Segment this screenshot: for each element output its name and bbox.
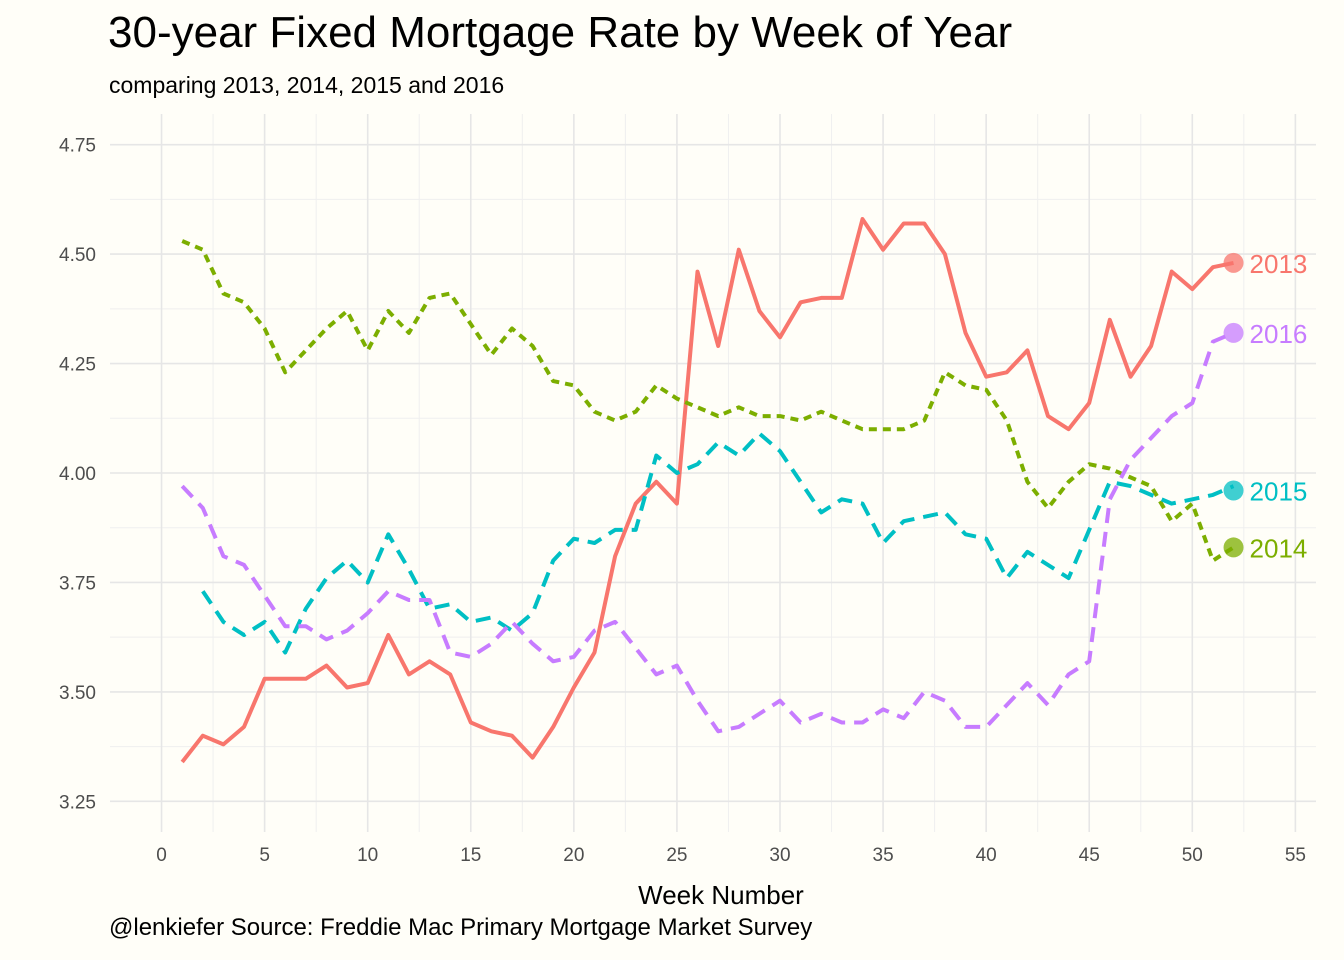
x-tick-label: 55 xyxy=(1285,845,1306,866)
series-end-label-2015: 2015 xyxy=(1250,477,1308,507)
series-end-point-2014 xyxy=(1223,537,1244,558)
x-tick-label: 15 xyxy=(460,845,481,866)
y-axis-ticks: 3.25 3.50 3.75 4.00 4.25 4.50 4.75 xyxy=(59,136,96,814)
series-line-2014 xyxy=(181,239,1235,563)
series-end-labels: 2013 2014 2015 2016 xyxy=(1250,249,1308,564)
y-tick-label: 4.00 xyxy=(59,464,96,485)
y-tick-label: 4.75 xyxy=(59,136,96,157)
x-tick-label: 25 xyxy=(666,845,687,866)
y-tick-label: 4.25 xyxy=(59,355,96,376)
x-tick-label: 0 xyxy=(156,845,167,866)
series-line-2016 xyxy=(180,331,1235,734)
x-tick-label: 45 xyxy=(1079,845,1100,866)
x-tick-label: 50 xyxy=(1182,845,1203,866)
x-tick-label: 5 xyxy=(259,845,270,866)
x-tick-label: 40 xyxy=(976,845,997,866)
series-end-label-2013: 2013 xyxy=(1250,249,1308,279)
y-tick-label: 4.50 xyxy=(59,245,96,266)
series-end-point-2015 xyxy=(1223,480,1244,501)
chart-caption: @lenkiefer Source: Freddie Mac Primary M… xyxy=(109,914,813,941)
x-tick-label: 30 xyxy=(769,845,790,866)
series-line-2015 xyxy=(201,431,1235,655)
chart-subtitle: comparing 2013, 2014, 2015 and 2016 xyxy=(109,72,505,98)
series-end-point-2016 xyxy=(1223,322,1244,343)
grid-major xyxy=(110,114,1316,832)
x-axis-title: Week Number xyxy=(638,880,804,910)
chart-title: 30-year Fixed Mortgage Rate by Week of Y… xyxy=(108,8,1013,57)
series-end-label-2014: 2014 xyxy=(1250,533,1308,563)
y-tick-label: 3.50 xyxy=(59,683,96,704)
series-end-point-2013 xyxy=(1223,252,1244,273)
y-tick-label: 3.75 xyxy=(59,573,96,594)
y-tick-label: 3.25 xyxy=(59,792,96,813)
x-tick-label: 35 xyxy=(873,845,894,866)
x-tick-label: 20 xyxy=(563,845,584,866)
series-end-label-2016: 2016 xyxy=(1250,319,1308,349)
x-axis-ticks: 0 5 10 15 20 25 30 35 40 45 50 55 xyxy=(156,845,1306,866)
series-end-points xyxy=(1223,252,1244,558)
series-line-2013 xyxy=(180,217,1234,764)
x-tick-label: 10 xyxy=(357,845,378,866)
series-lines xyxy=(180,217,1235,764)
